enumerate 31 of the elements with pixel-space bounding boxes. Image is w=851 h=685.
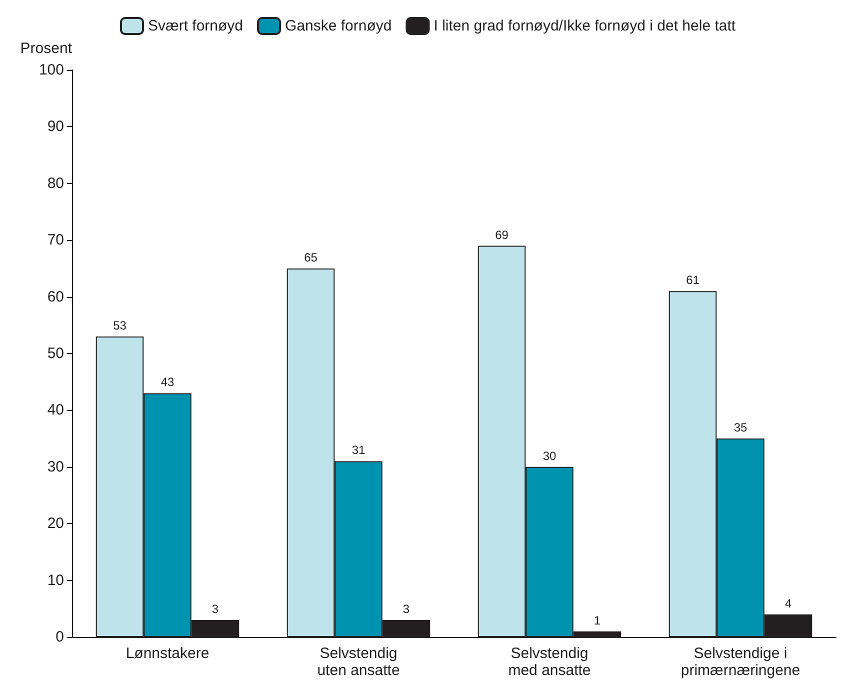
- x-tick-label: Selvstendige i primærnæringene: [680, 645, 800, 679]
- y-tick-label: 100: [38, 62, 64, 78]
- y-tick-label: 40: [47, 402, 64, 419]
- data-label: 35: [734, 420, 748, 435]
- data-label: 4: [784, 596, 792, 610]
- x-tick-label: Selvstendig uten ansatte: [317, 645, 400, 679]
- y-tick-label: 30: [47, 458, 64, 476]
- legend-label: I liten grad fornøyd/Ikke fornøyd i det hele tatt: [434, 18, 736, 34]
- data-label: 65: [304, 250, 318, 264]
- y-tick-label: 60: [47, 288, 64, 306]
- data-label: 61: [686, 273, 700, 288]
- legend-label: Svært fornøyd: [148, 18, 244, 34]
- y-axis-title: Prosent: [20, 40, 73, 57]
- data-label: 3: [402, 602, 410, 616]
- data-label: 3: [212, 602, 219, 616]
- y-tick-label: 80: [47, 174, 64, 192]
- x-tick-label: Selvstendig med ansatte: [508, 645, 591, 679]
- data-label: 53: [113, 318, 127, 332]
- data-label: 1: [594, 613, 601, 628]
- y-tick-label: 70: [47, 232, 64, 249]
- y-tick-label: 50: [47, 345, 64, 362]
- legend-label: Ganske fornøyd: [285, 18, 392, 34]
- y-tick-label: 20: [47, 515, 64, 532]
- data-label: 30: [542, 448, 556, 463]
- data-label: 43: [160, 375, 174, 390]
- y-tick-label: 0: [56, 628, 64, 646]
- y-tick-label: 10: [47, 572, 64, 589]
- y-tick-label: 90: [47, 118, 64, 136]
- data-label: 31: [352, 443, 366, 458]
- data-label: 69: [495, 228, 509, 242]
- x-tick-label: Lønnstakere: [126, 645, 210, 662]
